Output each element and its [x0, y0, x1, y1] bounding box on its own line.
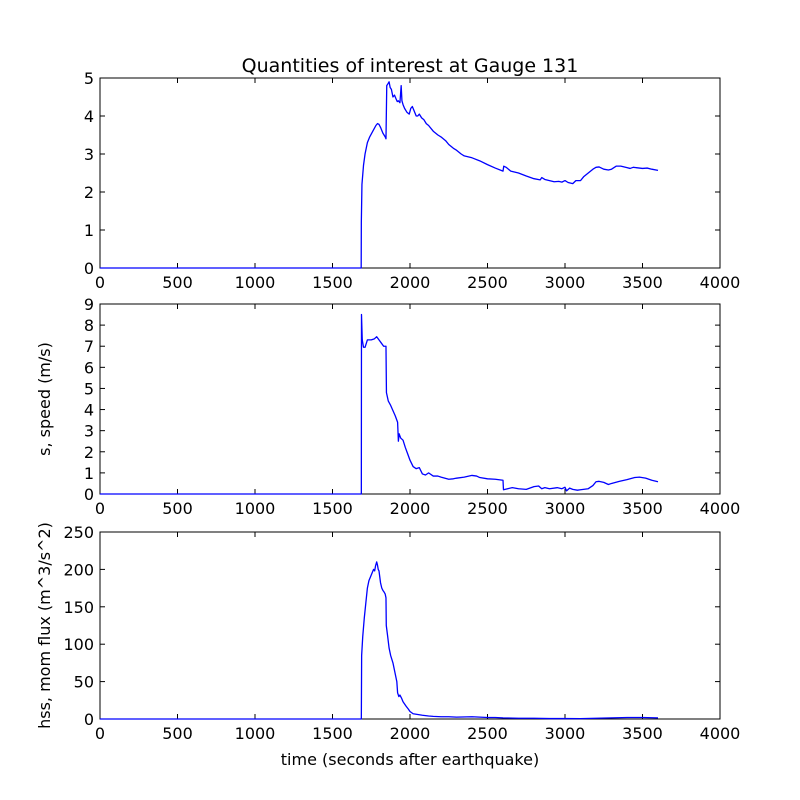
chart-panel-3: 0 500 1000 1500 2000 2500 3000 3500 4000 0 50 100 15… — [35, 522, 740, 769]
series-line — [100, 81, 659, 269]
x-tick-label: 3000 — [545, 724, 586, 743]
y-tick-label: 250 — [63, 523, 94, 542]
y-tick-label: 1 — [84, 464, 94, 483]
y-tick-label: 6 — [84, 358, 94, 377]
x-tick-label: 500 — [162, 724, 193, 743]
y-tick-label: 0 — [84, 485, 94, 504]
x-tick-label: 1500 — [312, 273, 353, 292]
y-tick-label: 1 — [84, 221, 94, 240]
chart-title: Quantities of interest at Gauge 131 — [242, 55, 579, 77]
x-tick-label: 3500 — [622, 273, 663, 292]
x-tick-label: 2000 — [390, 724, 431, 743]
y-tick-label: 9 — [84, 295, 94, 314]
y-tick-label: 2 — [84, 183, 94, 202]
chart-panel-1: 0 500 1000 1500 2000 2500 3000 3500 4000 0 1 2 3 4 5 Qu… — [84, 55, 741, 292]
x-tick-label: 1000 — [235, 273, 276, 292]
x-tick-label: 2500 — [467, 273, 508, 292]
y-tick-label: 0 — [84, 710, 94, 729]
x-tick-label: 0 — [95, 273, 105, 292]
y-tick-label: 8 — [84, 316, 94, 335]
y-tick-label: 4 — [84, 107, 94, 126]
y-tick-label: 5 — [84, 69, 94, 88]
y-tick-label: 50 — [74, 673, 94, 692]
plot-area — [99, 303, 721, 495]
y-axis-label: s, speed (m/s) — [35, 342, 54, 456]
x-tick-label: 500 — [162, 273, 193, 292]
y-tick-label: 200 — [63, 560, 94, 579]
y-tick-label: 4 — [84, 401, 94, 420]
x-tick-label: 4000 — [700, 273, 741, 292]
y-tick-label: 100 — [63, 635, 94, 654]
y-tick-label: 7 — [84, 337, 94, 356]
series-line — [100, 313, 659, 495]
y-axis-label: hss, mom flux (m^3/s^2) — [35, 522, 54, 729]
x-tick-label: 3500 — [622, 499, 663, 518]
plot-area — [99, 77, 721, 269]
y-tick-label: 3 — [84, 422, 94, 441]
x-tick-label: 3500 — [622, 724, 663, 743]
x-tick-label: 2500 — [467, 724, 508, 743]
x-tick-label: 1500 — [312, 724, 353, 743]
panels: 0 500 1000 1500 2000 2500 3000 3500 4000012345Qu… — [35, 55, 740, 769]
x-tick-label: 2000 — [390, 499, 431, 518]
x-tick-label: 2500 — [467, 499, 508, 518]
chart-panel-2: 0 500 1000 1500 2000 2500 3000 3500 400001234567… — [35, 295, 740, 518]
y-tick-label: 150 — [63, 598, 94, 617]
x-tick-label: 1000 — [235, 724, 276, 743]
x-tick-label: 4000 — [700, 499, 741, 518]
x-tick-label: 500 — [162, 499, 193, 518]
y-tick-label: 2 — [84, 443, 94, 462]
x-tick-label: 3000 — [545, 499, 586, 518]
series-line — [100, 561, 659, 720]
x-axis-label: time (seconds after earthquake) — [281, 750, 539, 769]
x-tick-label: 2000 — [390, 273, 431, 292]
x-tick-label: 3000 — [545, 273, 586, 292]
x-tick-label: 1500 — [312, 499, 353, 518]
x-tick-label: 1000 — [235, 499, 276, 518]
x-tick-label: 0 — [95, 499, 105, 518]
y-tick-label: 3 — [84, 145, 94, 164]
plot-area — [99, 531, 721, 720]
x-tick-label: 4000 — [700, 724, 741, 743]
y-tick-label: 0 — [84, 259, 94, 278]
y-tick-label: 5 — [84, 379, 94, 398]
x-tick-label: 0 — [95, 724, 105, 743]
